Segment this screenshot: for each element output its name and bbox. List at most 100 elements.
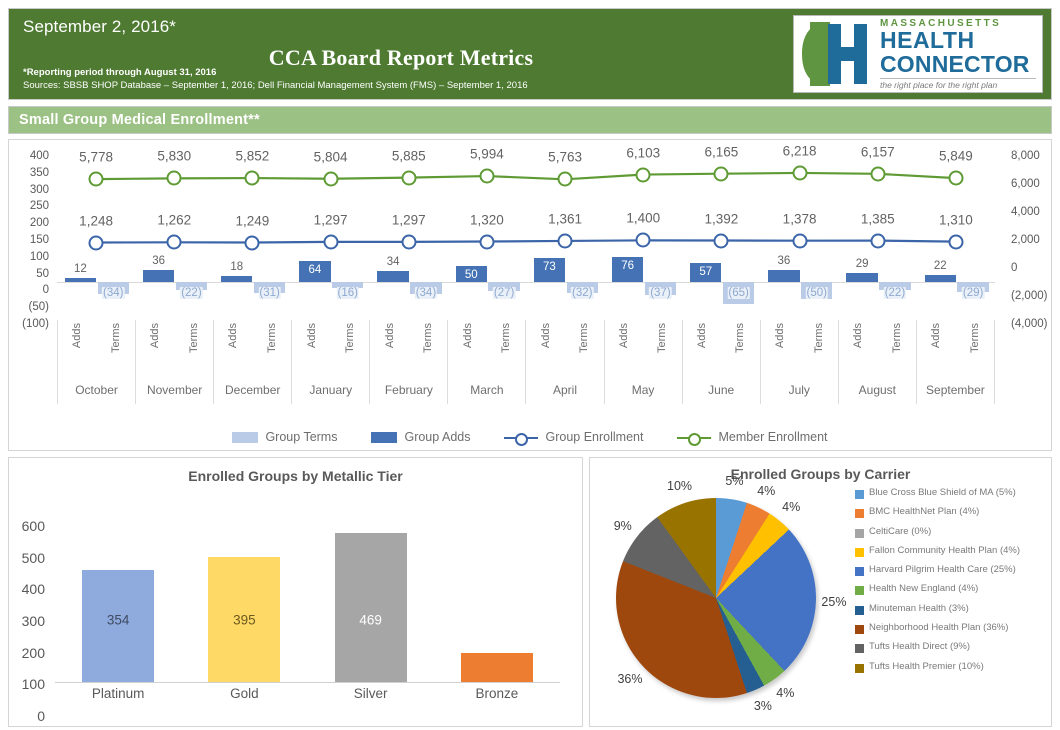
main-chart-left-tick: 400 [29, 150, 49, 162]
sub-category-label: Adds [149, 323, 162, 349]
carrier-legend-label: Health New England (4%) [869, 583, 979, 595]
carrier-legend: Blue Cross Blue Shield of MA (5%) BMC Hea… [855, 487, 1047, 681]
carrier-slice-label: 4% [782, 500, 801, 515]
main-chart-left-tick: 150 [29, 234, 49, 246]
group-enrollment-marker [713, 233, 729, 248]
enrolled-groups-by-carrier-chart: Enrolled Groups by Carrier 5% 4% 4% 25% 4% 3%… [589, 457, 1052, 727]
group-enrollment-marker [870, 233, 886, 249]
month-label: August [858, 383, 896, 397]
metallic-tier-category-label: Platinum [91, 686, 145, 701]
group-adds-bar [533, 257, 566, 283]
group-enrollment-marker [401, 234, 417, 250]
group-enrollment-marker [244, 235, 260, 250]
carrier-legend-item[interactable]: BMC HealthNet Plan (4%) [855, 506, 1047, 519]
carrier-slice-label: 4% [776, 686, 795, 701]
legend-label: Group Enrollment [545, 430, 644, 444]
header-text-block: September 2, 2016* CCA Board Report Metr… [9, 9, 793, 99]
month-column: Adds Terms April [525, 320, 603, 404]
member-enrollment-label: 5,804 [313, 149, 348, 165]
main-chart-right-tick: 2,000 [1011, 234, 1040, 246]
member-enrollment-marker [635, 167, 651, 183]
legend-item[interactable]: Group Terms [232, 430, 337, 444]
group-terms-label: (16) [336, 287, 359, 300]
group-terms-label: (32) [571, 287, 594, 300]
carrier-legend-swatch [855, 567, 864, 577]
carrier-legend-item[interactable]: CeltiCare (0%) [855, 526, 1047, 538]
group-adds-label: 12 [74, 263, 87, 276]
month-label: May [631, 383, 655, 397]
health-connector-logo: MASSACHUSETTS HEALTH CONNECTOR the right… [793, 15, 1043, 93]
main-chart-legend: Group Terms Group Adds Group Enrollment Mem… [9, 430, 1051, 446]
carrier-legend-item[interactable]: Tufts Health Premier (10%) [855, 660, 1047, 673]
group-adds-label: 18 [230, 261, 244, 274]
member-enrollment-line [96, 171, 956, 181]
carrier-legend-item[interactable]: Health New England (4%) [855, 583, 1047, 596]
carrier-legend-label: Tufts Health Direct (9%) [869, 641, 971, 653]
group-enrollment-label: 1,297 [313, 212, 348, 228]
carrier-legend-item[interactable]: Neighborhood Health Plan (36%) [855, 622, 1047, 635]
group-enrollment-label: 1,400 [626, 210, 661, 226]
metallic-tier-y-tick: 400 [21, 581, 45, 598]
carrier-slice-label: 9% [613, 518, 632, 533]
month-column: Adds Terms July [759, 320, 838, 404]
group-enrollment-marker [557, 233, 573, 249]
main-chart-left-tick: 0 [42, 284, 49, 297]
carrier-legend-item[interactable]: Minuteman Health (3%) [855, 603, 1047, 615]
group-adds-label: 64 [308, 263, 322, 276]
logo-massachusetts: MASSACHUSETTS [880, 18, 1002, 30]
group-enrollment-label: 1,310 [939, 212, 973, 228]
month-column: Adds Terms August [837, 320, 916, 404]
group-adds-bar [299, 260, 331, 283]
carrier-legend-swatch [855, 528, 864, 538]
carrier-legend-swatch [855, 490, 864, 499]
reporting-period-note: *Reporting period through August 31, 201… [23, 67, 217, 79]
group-enrollment-marker [323, 234, 339, 250]
group-enrollment-label: 1,297 [391, 212, 426, 228]
member-enrollment-label: 5,852 [235, 148, 270, 164]
carrier-legend-item[interactable]: Fallon Community Health Plan (4%) [855, 544, 1047, 557]
main-chart-left-tick: 200 [29, 217, 49, 230]
metallic-tier-bar [334, 533, 407, 682]
legend-label: Member Enrollment [718, 430, 828, 444]
group-terms-label: (65) [727, 287, 750, 300]
legend-item[interactable]: Group Adds [371, 430, 470, 444]
group-terms-label: (50) [805, 287, 828, 300]
legend-item[interactable]: Group Enrollment [504, 430, 644, 446]
group-adds-label: 57 [699, 266, 713, 279]
sub-category-label: Adds [539, 323, 552, 349]
group-adds-bar [64, 278, 97, 283]
carrier-legend-label: Tufts Health Premier (10%) [869, 660, 984, 672]
sub-category-label: Terms [812, 323, 825, 353]
carrier-legend-label: Blue Cross Blue Shield of MA (5%) [869, 487, 1016, 498]
metallic-tier-bar-label: 395 [233, 612, 256, 628]
carrier-legend-item[interactable]: Blue Cross Blue Shield of MA (5%) [855, 487, 1047, 499]
group-adds-bar [690, 263, 722, 283]
main-chart-left-tick: (50) [28, 301, 49, 314]
carrier-slice-label: 10% [667, 478, 693, 493]
metallic-tier-baseline [55, 682, 560, 683]
legend-swatch [371, 431, 398, 443]
group-terms-bar [957, 282, 989, 293]
carrier-legend-label: Harvard Pilgrim Health Care (25%) [869, 564, 1016, 576]
carrier-legend-swatch [855, 625, 864, 635]
sub-category-label: Terms [500, 323, 513, 353]
main-chart-plot-area: 12 (34) 36 (22) 18 (31) 64 (16) 34 (34) 50 (27) 73 (3… [57, 143, 995, 316]
sub-category-label: Adds [852, 323, 865, 349]
month-column: Adds Terms January [291, 320, 369, 404]
group-terms-label: (31) [258, 287, 281, 300]
metallic-tier-bar-label: 92 [489, 612, 505, 628]
main-chart-category-axis: Adds Terms October Adds Terms November Adds Ter… [57, 320, 995, 404]
group-enrollment-line [96, 239, 956, 244]
month-label: June [708, 383, 735, 397]
sub-category-label: Adds [695, 323, 708, 349]
metallic-tier-category-label: Silver [353, 686, 388, 701]
carrier-legend-label: Fallon Community Health Plan (4%) [869, 544, 1021, 556]
report-date: September 2, 2016* [23, 17, 177, 36]
member-enrollment-label: 6,218 [782, 143, 817, 159]
member-enrollment-label: 5,994 [470, 146, 504, 162]
metallic-tier-category-axis: Platinum Gold Silver Bronze [55, 686, 560, 701]
carrier-legend-item[interactable]: Harvard Pilgrim Health Care (25%) [855, 564, 1047, 577]
legend-item[interactable]: Member Enrollment [677, 430, 828, 446]
carrier-legend-item[interactable]: Tufts Health Direct (9%) [855, 641, 1047, 654]
